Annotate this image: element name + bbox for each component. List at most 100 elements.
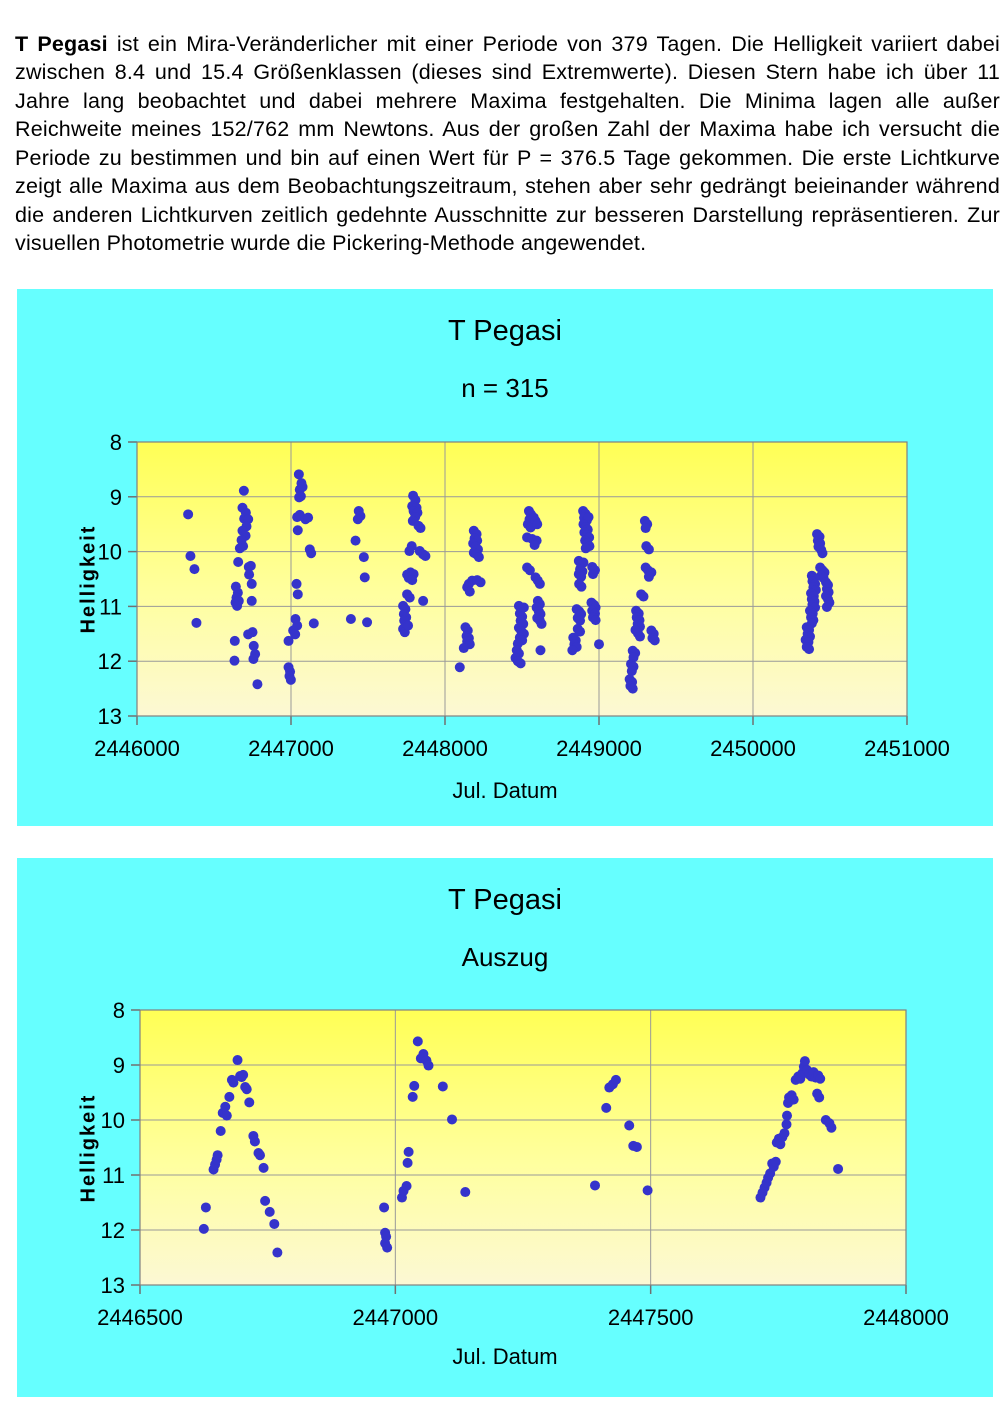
data-point: [536, 618, 547, 629]
intro-body: ist ein Mira-Veränderlicher mit einer Pe…: [15, 31, 1000, 256]
data-point: [587, 569, 598, 580]
data-point: [269, 1218, 280, 1229]
data-point: [293, 469, 304, 480]
data-point: [529, 540, 540, 551]
data-point: [291, 578, 302, 589]
data-point: [292, 589, 303, 600]
data-point: [303, 512, 314, 523]
x-tick-label: 2449000: [556, 736, 642, 761]
data-point: [423, 1060, 434, 1071]
y-tick-label: 13: [101, 1273, 125, 1298]
data-point: [782, 1110, 793, 1121]
data-point: [576, 581, 587, 592]
data-point: [234, 543, 245, 554]
data-point: [283, 635, 294, 646]
chart-panel-all-maxima: 2446000 2447000 2448000 2449000 2450000 24510…: [17, 289, 993, 826]
data-point: [245, 560, 256, 571]
data-point: [649, 635, 660, 646]
data-point: [232, 600, 243, 611]
data-point: [260, 1195, 271, 1206]
x-tick-label: 2448000: [402, 736, 488, 761]
data-point: [575, 615, 586, 626]
x-tick-label: 2450000: [710, 736, 796, 761]
data-point: [382, 1242, 393, 1253]
data-point: [814, 1092, 825, 1103]
data-point: [643, 544, 654, 555]
data-point: [229, 655, 240, 666]
y-tick-label: 9: [110, 485, 122, 510]
data-point: [532, 519, 543, 530]
data-point: [788, 1094, 799, 1105]
y-tick-label: 10: [101, 1108, 125, 1133]
data-point: [590, 1180, 601, 1191]
data-point: [817, 548, 828, 559]
data-point: [221, 1110, 232, 1121]
y-tick-label: 12: [98, 649, 122, 674]
y-tick-label: 12: [101, 1218, 125, 1243]
data-point: [518, 602, 529, 613]
scatter-plot: 2446500 2447000 2447500 2448000 8 9 10 11 12 13: [97, 998, 949, 1330]
data-point: [642, 1185, 653, 1196]
x-axis-title: Jul. Datum: [452, 778, 558, 803]
data-point: [420, 550, 431, 561]
data-point: [264, 1206, 275, 1217]
data-point: [241, 1084, 252, 1095]
data-point: [359, 572, 370, 583]
data-point: [407, 575, 418, 586]
data-point: [643, 571, 654, 582]
data-point: [404, 546, 415, 557]
data-point: [212, 1150, 223, 1161]
data-point: [345, 614, 356, 625]
data-point: [248, 640, 259, 651]
data-point: [183, 509, 194, 520]
plot-background: [140, 1010, 906, 1285]
y-tick-label: 9: [113, 1053, 125, 1078]
data-point: [200, 1202, 211, 1213]
x-tick-label: 2447500: [608, 1305, 694, 1330]
data-point: [575, 626, 586, 637]
data-point: [799, 1056, 810, 1067]
data-point: [294, 492, 305, 503]
data-point: [815, 1073, 826, 1084]
data-point: [458, 643, 469, 654]
x-axis-title: Jul. Datum: [452, 1344, 558, 1369]
data-point: [185, 550, 196, 561]
data-point: [379, 1202, 390, 1213]
data-point: [770, 1156, 781, 1167]
data-point: [627, 683, 638, 694]
data-point: [590, 615, 601, 626]
data-point: [215, 1126, 226, 1136]
data-point: [290, 629, 301, 640]
data-point: [594, 639, 604, 650]
data-point: [248, 654, 259, 665]
data-point: [409, 1080, 420, 1091]
data-point: [244, 1097, 255, 1108]
data-point: [804, 644, 815, 655]
data-point: [475, 577, 486, 588]
x-tick-label: 2446500: [97, 1305, 183, 1330]
data-point: [252, 679, 263, 690]
data-point: [447, 1114, 458, 1125]
data-point: [352, 514, 363, 525]
data-point: [308, 618, 319, 629]
data-point: [358, 552, 369, 563]
data-point: [464, 586, 475, 597]
chart-title: T Pegasi: [448, 315, 562, 347]
y-tick-label: 11: [102, 1163, 125, 1188]
data-point: [297, 481, 308, 492]
x-tick-label: 2447000: [353, 1305, 439, 1330]
chart-title: T Pegasi: [448, 884, 562, 916]
data-point: [535, 645, 546, 656]
data-point: [601, 1102, 612, 1113]
data-point: [233, 557, 244, 568]
data-point: [238, 1069, 249, 1080]
y-tick-label: 11: [99, 594, 122, 619]
data-point: [826, 1122, 837, 1133]
data-point: [418, 595, 429, 606]
data-point: [229, 635, 240, 646]
data-point: [610, 1074, 621, 1085]
y-tick-label: 8: [110, 430, 122, 455]
data-point: [306, 548, 317, 559]
y-axis-title: Helligkeit: [77, 524, 100, 634]
data-point: [412, 1036, 423, 1047]
